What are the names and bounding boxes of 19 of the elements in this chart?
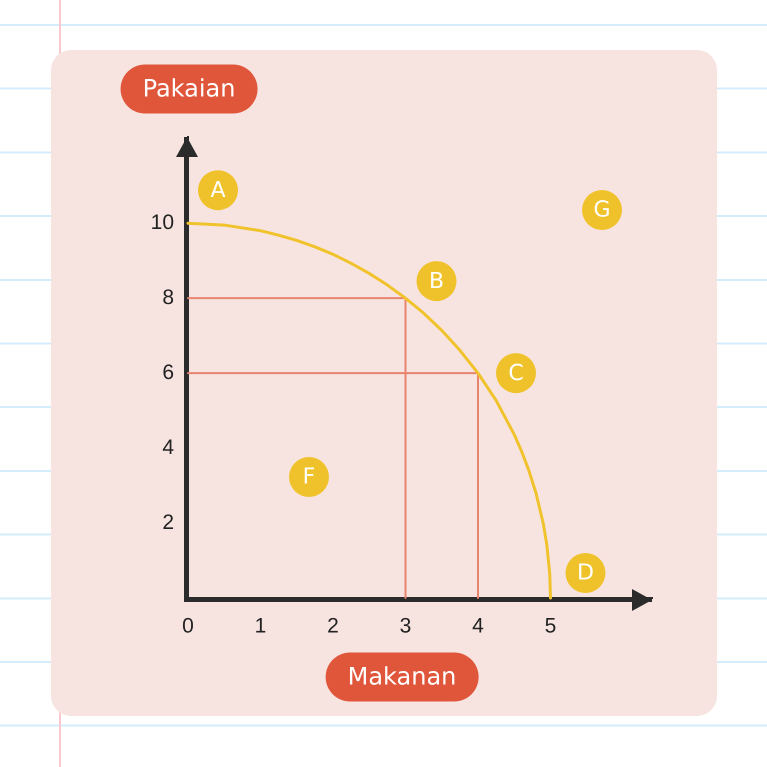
y-tick-label: 4 xyxy=(162,436,174,459)
annotation: B xyxy=(428,268,444,294)
y-tick-label: 6 xyxy=(162,360,174,384)
annotation: D xyxy=(577,560,594,586)
x-tick-label: 5 xyxy=(544,614,556,638)
x-tick-label: 3 xyxy=(400,614,412,638)
y-axis-title: Pakaian xyxy=(120,64,258,114)
y-tick-label: 8 xyxy=(162,286,174,309)
annotation: F xyxy=(302,464,316,490)
x-axis-title: Makanan xyxy=(326,652,478,702)
x-tick-label: 4 xyxy=(472,614,484,638)
x-tick-label: 2 xyxy=(327,614,339,638)
annotation: C xyxy=(508,360,524,386)
y-tick-label: 10 xyxy=(150,211,174,234)
x-tick-label: 1 xyxy=(254,614,266,638)
annotation: A xyxy=(210,178,226,203)
annotation: G xyxy=(593,198,611,223)
x-tick-label: 0 xyxy=(182,614,194,638)
y-tick-label: 2 xyxy=(162,510,174,534)
